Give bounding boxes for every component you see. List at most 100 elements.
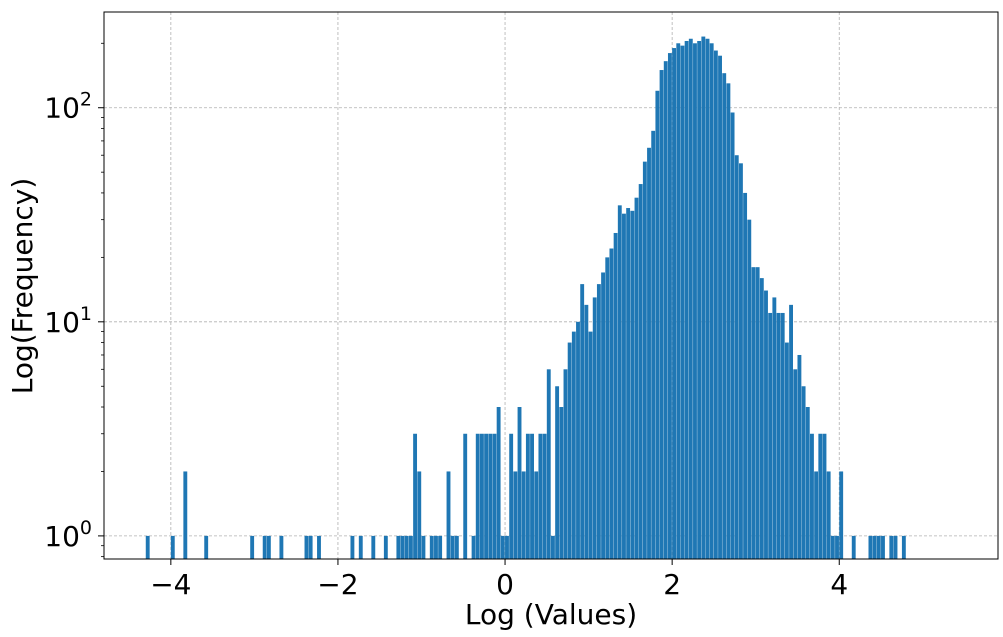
histogram-bar <box>204 535 209 559</box>
histogram-bar <box>170 535 175 559</box>
histogram-bar <box>622 213 626 560</box>
histogram-bar <box>755 267 760 559</box>
histogram-bar <box>517 407 522 559</box>
histogram-bar <box>446 471 451 559</box>
histogram-bar <box>475 433 480 559</box>
histogram-bar <box>730 112 735 560</box>
histogram-bar <box>759 278 764 559</box>
histogram-bar <box>576 321 580 559</box>
histogram-bar <box>893 535 898 559</box>
histogram-bar <box>505 535 509 559</box>
histogram-bar <box>872 535 877 559</box>
histogram-bar <box>484 433 489 559</box>
histogram-bar <box>500 535 505 559</box>
y-axis-label: Log(Frequency) <box>6 178 39 395</box>
histogram-bar <box>705 38 710 559</box>
histogram-bar <box>784 342 789 559</box>
histogram-bar <box>839 471 844 559</box>
histogram-bar <box>780 312 785 559</box>
histogram-bar <box>655 90 660 559</box>
histogram-bar <box>647 147 651 559</box>
histogram-bar <box>592 297 597 559</box>
histogram-bar <box>818 433 823 559</box>
histogram-bar <box>680 45 685 560</box>
histogram-bar <box>317 535 321 559</box>
histogram-bar <box>413 433 418 559</box>
histogram-bar <box>400 535 405 559</box>
histogram-bar <box>697 40 702 559</box>
histogram-bar <box>605 257 610 559</box>
y-axis: 100 101 102 <box>44 42 104 558</box>
histogram-bar <box>183 471 188 559</box>
histogram-bar <box>747 219 752 559</box>
histogram-bar <box>835 535 839 559</box>
histogram-bar <box>726 83 731 559</box>
histogram-bar <box>488 433 493 559</box>
x-tick-label: 4 <box>830 568 848 601</box>
histogram-bar <box>492 433 497 559</box>
histogram-bar <box>868 535 873 559</box>
histogram-bar <box>713 50 718 559</box>
histogram-bar <box>626 208 631 559</box>
histogram-bar <box>538 433 543 559</box>
histogram-bar <box>743 192 748 560</box>
histogram-bar <box>396 535 401 559</box>
x-axis-label: Log (Values) <box>465 598 637 631</box>
histogram-bar <box>454 535 459 559</box>
histogram-bar <box>417 471 422 559</box>
histogram-bar <box>145 535 150 559</box>
y-tick-label: 101 <box>44 303 92 339</box>
x-tick-label: 0 <box>496 568 514 601</box>
histogram-bar <box>889 535 894 559</box>
histogram-bar <box>304 535 309 559</box>
histogram-bar <box>521 471 526 559</box>
histogram-bar <box>693 43 697 560</box>
histogram-bar <box>551 535 555 559</box>
histogram-bar <box>768 312 773 559</box>
x-tick-label: −2 <box>317 568 358 601</box>
histogram-bar <box>776 312 781 559</box>
histogram-bar <box>764 290 768 559</box>
x-axis: −4 −2 0 2 4 <box>150 559 848 601</box>
histogram-bar <box>751 267 756 559</box>
histogram-bar <box>688 38 693 559</box>
histogram-bar <box>718 55 722 559</box>
histogram-bar <box>358 535 363 559</box>
histogram-bar <box>609 248 614 559</box>
histogram-bar <box>421 535 426 559</box>
histogram-bar <box>826 471 831 559</box>
histogram-bar <box>555 386 560 559</box>
histogram-bar <box>279 535 284 559</box>
histogram-bar <box>881 535 885 559</box>
histogram-bar <box>509 433 514 559</box>
y-tick-label: 102 <box>44 89 92 125</box>
histogram-bar <box>383 535 388 559</box>
histogram-bar <box>876 535 881 559</box>
histogram-bar <box>642 161 647 559</box>
histogram-bar <box>601 272 606 559</box>
histogram-bar <box>830 535 835 559</box>
histogram-bar <box>584 304 589 559</box>
histogram-bar <box>571 331 576 559</box>
histogram-bar <box>542 433 547 559</box>
x-tick-label: 2 <box>663 568 681 601</box>
histogram-bar <box>667 53 672 559</box>
histogram-bar <box>701 36 706 560</box>
histogram-bar <box>463 433 468 559</box>
histogram-bar <box>525 433 530 559</box>
histogram-bar <box>797 354 802 559</box>
histogram-bar <box>851 535 856 559</box>
histogram-bar <box>810 433 814 559</box>
histogram-bar <box>684 40 689 559</box>
histogram-bar <box>559 407 564 559</box>
histogram-bar <box>596 284 601 559</box>
histogram-bar <box>408 535 413 559</box>
histogram-bar <box>772 297 777 559</box>
histogram-bar <box>262 535 267 559</box>
histogram-bar <box>613 232 618 559</box>
histogram-bar <box>404 535 409 559</box>
histogram-bar <box>530 433 534 559</box>
histogram-bar <box>822 433 827 559</box>
histogram-bar <box>567 342 572 559</box>
